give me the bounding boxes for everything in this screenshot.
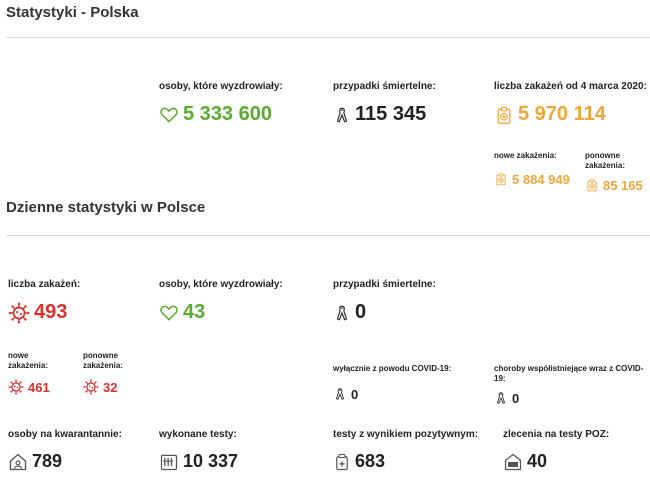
daily-comorbid-deaths-card: choroby współistniejące wraz z COVID-19:… bbox=[494, 364, 644, 406]
daily-divider bbox=[6, 235, 650, 236]
ribbon-icon bbox=[333, 386, 347, 402]
clipboard-plus-icon bbox=[494, 104, 514, 126]
total-recovered-value: 5 333 600 bbox=[183, 103, 272, 125]
daily-quarantine-value: 789 bbox=[32, 451, 63, 471]
total-new-infections-value: 5 884 949 bbox=[512, 171, 570, 187]
total-infections-value: 5 970 114 bbox=[518, 103, 606, 125]
ribbon-icon bbox=[333, 303, 351, 323]
daily-covid-deaths-card: wyłącznie z powodu COVID-19: 0 bbox=[333, 364, 451, 402]
total-infections-card: liczba zakażeń od 4 marca 2020: 5 970 11… bbox=[494, 81, 647, 126]
page-title: Statystyki - Polska bbox=[6, 4, 139, 21]
total-reinfections-card: ponowne zakażenia: 85 165 bbox=[585, 151, 643, 193]
total-new-infections-label: nowe zakażenia: bbox=[494, 151, 557, 160]
clipboard-plus-icon bbox=[494, 171, 508, 187]
daily-infections-label: liczba zakażeń: bbox=[8, 279, 81, 290]
poz-icon bbox=[503, 452, 523, 472]
daily-quarantine-label: osoby na kwarantannie: bbox=[8, 429, 122, 440]
daily-quarantine-card: osoby na kwarantannie: 789 bbox=[8, 429, 122, 472]
daily-infections-value: 493 bbox=[34, 301, 68, 323]
daily-tests-card: wykonane testy: 10 337 bbox=[159, 429, 238, 472]
total-infections-label: liczba zakażeń od 4 marca 2020: bbox=[494, 81, 647, 92]
daily-positive-tests-card: testy z wynikiem pozytywnym: 683 bbox=[333, 429, 478, 472]
daily-covid-deaths-value: 0 bbox=[351, 386, 359, 402]
total-new-infections-card: nowe zakażenia: 5 884 949 bbox=[494, 151, 574, 187]
daily-poz-label: zlecenia na testy POZ: bbox=[503, 429, 610, 440]
vial-plus-icon bbox=[333, 452, 351, 472]
daily-new-infections-value: 461 bbox=[28, 379, 50, 395]
daily-poz-value: 40 bbox=[527, 451, 548, 471]
daily-positive-tests-value: 683 bbox=[355, 451, 386, 471]
virus-icon bbox=[83, 379, 99, 395]
daily-reinfections-value: 32 bbox=[103, 379, 118, 395]
daily-section-title: Dzienne statystyki w Polsce bbox=[6, 199, 206, 216]
daily-reinfections-card: ponowne zakażenia: 32 bbox=[83, 351, 131, 395]
clipboard-plus-icon bbox=[585, 177, 599, 193]
daily-deaths-card: przypadki śmiertelne: 0 bbox=[333, 279, 436, 324]
daily-recovered-value: 43 bbox=[183, 301, 206, 323]
house-icon bbox=[8, 452, 28, 472]
daily-tests-value: 10 337 bbox=[183, 451, 239, 471]
total-deaths-label: przypadki śmiertelne: bbox=[333, 81, 436, 92]
total-deaths-value: 115 345 bbox=[355, 103, 427, 125]
total-deaths-card: przypadki śmiertelne: 115 345 bbox=[333, 81, 436, 126]
daily-recovered-card: osoby, które wyzdrowiały: 43 bbox=[159, 279, 283, 324]
daily-new-infections-label: nowe zakażenia: bbox=[8, 351, 49, 370]
daily-comorbid-deaths-label: choroby współistniejące wraz z COVID-19: bbox=[494, 364, 644, 383]
ribbon-icon bbox=[333, 105, 351, 125]
daily-poz-card: zlecenia na testy POZ: 40 bbox=[503, 429, 609, 472]
daily-recovered-label: osoby, które wyzdrowiały: bbox=[159, 279, 283, 290]
heart-icon bbox=[159, 303, 179, 323]
total-reinfections-label: ponowne zakażenia: bbox=[585, 151, 626, 170]
test-tubes-icon bbox=[159, 452, 179, 472]
daily-comorbid-deaths-value: 0 bbox=[512, 390, 520, 406]
ribbon-icon bbox=[494, 390, 508, 406]
daily-deaths-value: 0 bbox=[355, 301, 367, 323]
total-recovered-label: osoby, które wyzdrowiały: bbox=[159, 81, 283, 92]
daily-tests-label: wykonane testy: bbox=[159, 429, 237, 440]
total-reinfections-value: 85 165 bbox=[603, 177, 643, 193]
virus-icon bbox=[8, 379, 24, 395]
daily-positive-tests-label: testy z wynikiem pozytywnym: bbox=[333, 429, 479, 440]
daily-infections-card: liczba zakażeń: 493 bbox=[8, 279, 80, 324]
daily-covid-deaths-label: wyłącznie z powodu COVID-19: bbox=[333, 364, 452, 373]
virus-icon bbox=[8, 302, 30, 324]
daily-new-infections-card: nowe zakażenia: 461 bbox=[8, 351, 58, 395]
header-divider bbox=[6, 37, 650, 38]
heart-icon bbox=[159, 105, 179, 125]
daily-reinfections-label: ponowne zakażenia: bbox=[83, 351, 124, 370]
total-recovered-card: osoby, które wyzdrowiały: 5 333 600 bbox=[159, 81, 283, 126]
daily-deaths-label: przypadki śmiertelne: bbox=[333, 279, 436, 290]
